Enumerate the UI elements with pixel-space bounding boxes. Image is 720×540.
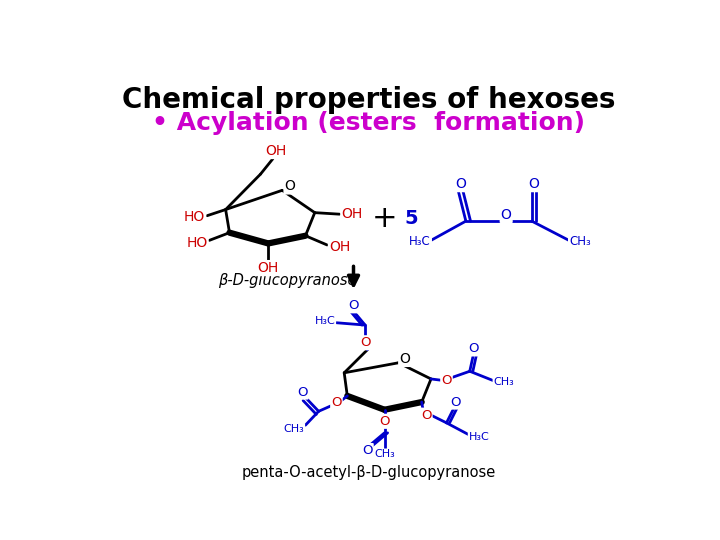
Text: 5: 5 — [405, 210, 418, 228]
Text: O: O — [379, 415, 390, 428]
Text: Chemical properties of hexoses: Chemical properties of hexoses — [122, 86, 616, 114]
Text: O: O — [399, 352, 410, 366]
Text: OH: OH — [329, 240, 350, 253]
Text: O: O — [421, 409, 431, 422]
Text: O: O — [284, 179, 295, 193]
Text: HO: HO — [184, 210, 205, 224]
Text: CH₃: CH₃ — [284, 424, 305, 434]
Text: CH₃: CH₃ — [493, 377, 514, 387]
Text: O: O — [360, 336, 370, 349]
Text: H₃C: H₃C — [315, 316, 336, 326]
Text: O: O — [441, 374, 451, 387]
Text: H₃C: H₃C — [469, 433, 490, 442]
Text: O: O — [455, 177, 466, 191]
Text: OH: OH — [341, 207, 363, 221]
Text: O: O — [500, 208, 512, 222]
Text: • Acylation (esters  formation): • Acylation (esters formation) — [153, 111, 585, 135]
Text: H₃C: H₃C — [409, 235, 431, 248]
Text: OH: OH — [258, 261, 279, 275]
Text: β-D-glucopyranose: β-D-glucopyranose — [218, 273, 356, 288]
Text: +: + — [372, 204, 397, 233]
Text: O: O — [469, 342, 479, 355]
Text: O: O — [451, 396, 461, 409]
Text: CH₃: CH₃ — [374, 449, 395, 460]
Text: OH: OH — [266, 144, 287, 158]
Text: O: O — [528, 177, 539, 191]
Text: O: O — [348, 299, 359, 312]
Text: penta-O-acetyl-β-D-glucopyranose: penta-O-acetyl-β-D-glucopyranose — [242, 465, 496, 480]
Text: O: O — [297, 386, 307, 399]
Text: O: O — [331, 396, 342, 409]
Text: O: O — [362, 444, 373, 457]
Text: HO: HO — [186, 237, 207, 251]
Text: CH₃: CH₃ — [569, 235, 590, 248]
